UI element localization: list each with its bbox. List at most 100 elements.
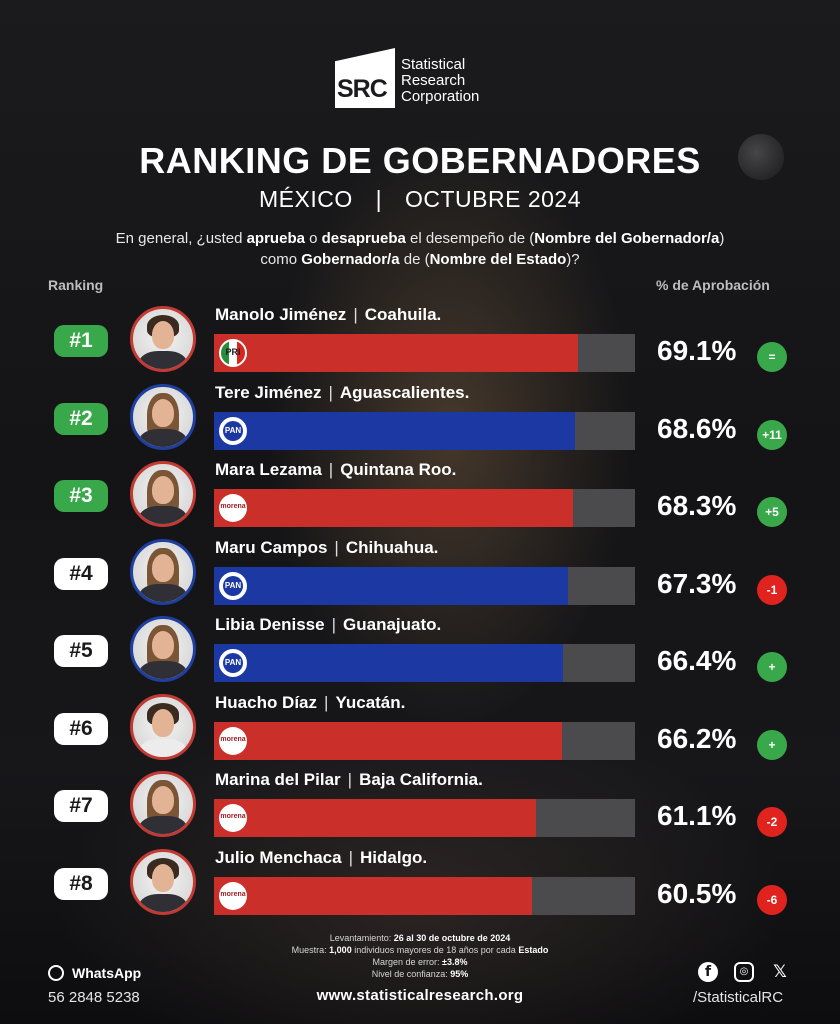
- name-separator: |: [334, 537, 339, 557]
- party-logo-text: PAN: [223, 575, 243, 596]
- state-name: Chihuahua.: [345, 537, 439, 557]
- period-label: OCTUBRE 2024: [404, 186, 581, 212]
- method-bold: ±3.8%: [442, 957, 468, 967]
- rank-badge: #7: [54, 790, 108, 822]
- rank-badge: #2: [54, 402, 108, 435]
- social-handle[interactable]: /StatisticalRC: [693, 989, 784, 1006]
- governor-label: Maru Campos | Chihuahua.: [215, 538, 438, 558]
- bar-track: PAN: [214, 411, 635, 450]
- rank-badge: #8: [54, 867, 108, 900]
- method-margin: Margen de error: ±3.8%: [270, 956, 570, 968]
- approval-bar: [214, 334, 578, 372]
- governor-avatar: [130, 848, 196, 915]
- ranking-row: #3 Mara Lezama | Quintana Roo. morena 68.3% +5: [0, 460, 840, 532]
- question-bold: aprueba: [246, 230, 305, 247]
- bar-track: morena: [214, 721, 635, 760]
- page-title: RANKING DE GOBERNADORES: [139, 140, 701, 181]
- page-subtitle: MÉXICO | OCTUBRE 2024: [0, 186, 840, 213]
- method-bold: Estado: [518, 945, 549, 955]
- question-bold: Nombre del Gobernador/a: [534, 230, 720, 247]
- rank-change-badge: +5: [757, 497, 787, 527]
- governor-avatar: [130, 383, 196, 450]
- approval-column-header: % de Aprobación: [656, 277, 770, 293]
- bar-track: morena: [214, 876, 635, 915]
- governor-avatar: [130, 771, 196, 837]
- state-name: Hidalgo.: [360, 847, 428, 867]
- src-logo-mark: SRC: [335, 48, 395, 108]
- name-separator: |: [324, 692, 329, 712]
- state-name: Guanajuato.: [343, 615, 442, 634]
- method-text: Levantamiento:: [329, 933, 394, 943]
- approval-value-label: 68.6%: [657, 412, 737, 444]
- approval-value-label: 60.5%: [657, 877, 737, 909]
- avatar-body: [139, 893, 187, 912]
- question-text: de (: [399, 251, 430, 268]
- avatar-body: [139, 506, 187, 524]
- ranking-row: #2 Tere Jiménez | Aguascalientes. PAN 68.6% +1…: [0, 383, 840, 455]
- approval-bar: [214, 876, 533, 915]
- party-logo-icon: PRI: [219, 339, 247, 367]
- approval-value-label: 67.3%: [657, 567, 737, 599]
- method-text: individuos mayores de 18 años por cada: [351, 945, 519, 955]
- governor-name: Marina del Pilar: [215, 770, 341, 789]
- rank-change-badge: -6: [757, 884, 787, 915]
- bar-track: PAN: [214, 644, 635, 682]
- governor-name: Manolo Jiménez: [215, 305, 347, 324]
- state-name: Yucatán.: [335, 692, 406, 712]
- state-name: Quintana Roo.: [340, 460, 457, 479]
- bar-track: morena: [214, 489, 635, 527]
- brand-line-3: Corporation: [401, 88, 480, 105]
- party-logo-text: PAN: [223, 653, 243, 673]
- party-logo-text: PAN: [223, 420, 243, 441]
- avatar-face: [152, 863, 174, 892]
- approval-value-label: 66.4%: [657, 645, 737, 676]
- avatar-body: [139, 816, 187, 834]
- brand-name: Statistical Research Corporation: [401, 57, 479, 105]
- country-label: MÉXICO: [258, 186, 353, 212]
- ranking-row: #4 Maru Campos | Chihuahua. PAN 67.3% -1: [0, 538, 840, 610]
- name-separator: |: [348, 847, 354, 867]
- rank-change-badge: -2: [757, 807, 787, 837]
- methodology-notes: Levantamiento: 26 al 30 de octubre de 20…: [270, 932, 570, 980]
- ranking-row: #6 Huacho Díaz | Yucatán. morena 66.2% +: [0, 693, 840, 765]
- question-bold: Gobernador/a: [301, 251, 400, 268]
- governor-name: Huacho Díaz: [215, 692, 318, 712]
- avatar-face: [152, 398, 174, 427]
- method-confidence: Nivel de confianza: 95%: [270, 968, 570, 980]
- governor-label: Julio Menchaca | Hidalgo.: [215, 848, 427, 868]
- rank-badge: #3: [54, 480, 108, 512]
- party-logo-icon: PAN: [219, 416, 247, 445]
- governor-avatar: [130, 538, 196, 605]
- facebook-icon[interactable]: f: [698, 962, 718, 982]
- party-logo-text: morena: [220, 890, 246, 898]
- governor-label: Libia Denisse | Guanajuato.: [215, 615, 441, 635]
- ranking-row: #1 Manolo Jiménez | Coahuila. PRI 69.1% =: [0, 305, 840, 377]
- name-separator: |: [328, 382, 333, 402]
- survey-question: En general, ¿usted aprueba o desaprueba …: [100, 228, 740, 270]
- avatar-body: [139, 738, 187, 757]
- party-logo-icon: morena: [219, 881, 247, 910]
- website-link[interactable]: www.statisticalresearch.org: [316, 987, 524, 1004]
- whatsapp-icon: [48, 965, 64, 981]
- party-logo-text: morena: [220, 503, 246, 510]
- instagram-icon[interactable]: ◎: [734, 962, 754, 982]
- brand-line-2: Research: [401, 72, 466, 89]
- party-logo-icon: PAN: [219, 571, 247, 600]
- rank-change-badge: +11: [757, 419, 787, 450]
- approval-value-label: 68.3%: [657, 490, 737, 521]
- bar-track: PAN: [214, 566, 635, 605]
- avatar-body: [139, 428, 187, 447]
- avatar-face: [152, 553, 174, 582]
- rank-badge: #1: [54, 325, 108, 357]
- brand-line-1: Statistical: [401, 56, 466, 73]
- approval-bar: [214, 489, 574, 527]
- governor-avatar: [130, 616, 196, 682]
- question-text: ) como: [260, 230, 725, 268]
- whatsapp-link[interactable]: WhatsApp: [48, 965, 141, 981]
- x-twitter-icon[interactable]: 𝕏: [773, 962, 787, 981]
- party-logo-icon: PAN: [219, 649, 247, 677]
- avatar-face: [152, 631, 174, 659]
- question-text: )?: [566, 251, 580, 268]
- avatar-face: [152, 786, 174, 814]
- rank-change-badge: +: [757, 729, 787, 760]
